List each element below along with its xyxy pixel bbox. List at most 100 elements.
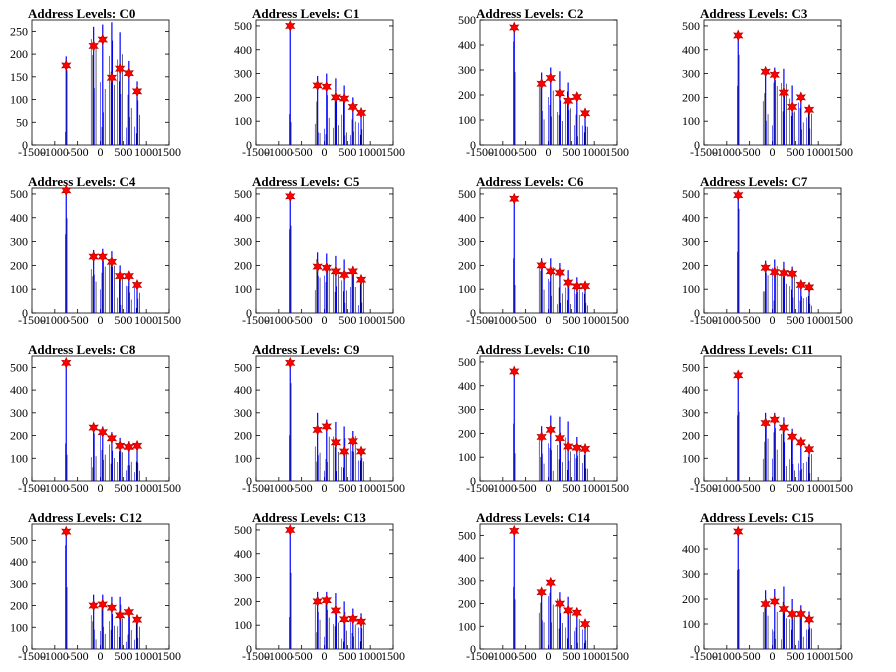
star-icon: [114, 439, 126, 452]
x-tick-label: -1500: [466, 481, 494, 495]
x-tick-label: -500: [67, 145, 89, 159]
x-tick-label: 1500: [829, 481, 853, 495]
x-tick-label: -1000: [489, 481, 517, 495]
y-tick-label: 250: [10, 24, 28, 38]
y-tick-label: 500: [458, 355, 476, 369]
y-tick-label: 200: [458, 426, 476, 440]
x-tick-label: 1000: [358, 313, 382, 327]
star-icon: [285, 524, 296, 536]
y-tick-label: 100: [234, 618, 252, 632]
star-icon: [795, 91, 806, 104]
y-tick-label: 100: [458, 113, 476, 127]
star-icon: [338, 92, 350, 105]
y-tick-label: 400: [682, 211, 700, 225]
star-icon: [61, 356, 72, 369]
bar-group: [737, 195, 812, 313]
x-tick-label: 500: [114, 313, 132, 327]
y-tick-label: 100: [10, 282, 28, 296]
x-tick-label: -1500: [690, 649, 718, 663]
x-tick-label: -1500: [466, 313, 494, 327]
star-icon: [769, 595, 780, 608]
star-icon: [285, 20, 296, 32]
star-icon: [330, 436, 342, 449]
x-tick-label: -1000: [713, 313, 741, 327]
x-tick-label: 0: [770, 649, 776, 663]
star-icon: [88, 421, 99, 434]
star-icon: [579, 107, 591, 120]
x-tick-label: 1000: [134, 145, 158, 159]
star-icon: [571, 280, 582, 293]
y-tick-label: 0: [246, 138, 252, 152]
y-tick-label: 400: [234, 43, 252, 57]
chart-panel: Address Levels: C8 0 100 200 300 400 500 -1500-…: [0, 336, 224, 504]
y-tick-label: 0: [694, 138, 700, 152]
star-icon: [312, 260, 323, 273]
bar-group: [513, 198, 588, 313]
x-tick-label: 500: [338, 313, 356, 327]
bar-group: [737, 531, 812, 649]
y-tick-label: 400: [682, 542, 700, 556]
star-icon: [760, 598, 771, 610]
y-tick-label: 200: [234, 258, 252, 272]
y-tick-label: 200: [234, 429, 252, 443]
chart-title: Address Levels: C1: [252, 6, 359, 21]
x-tick-label: 500: [338, 649, 356, 663]
star-icon: [769, 266, 780, 278]
star-icon: [114, 270, 126, 283]
x-tick-label: 1000: [582, 313, 606, 327]
x-tick-label: 1500: [605, 481, 629, 495]
chart-svg: Address Levels: C30100200300400500-1500-…: [682, 6, 853, 159]
y-tick-label: 500: [458, 528, 476, 542]
star-icon: [123, 270, 134, 283]
x-tick-label: -1500: [690, 145, 718, 159]
x-tick-label: 1000: [134, 481, 158, 495]
star-icon: [803, 281, 815, 294]
star-icon: [321, 80, 332, 93]
x-tick-label: -500: [291, 481, 313, 495]
x-tick-label: 500: [114, 649, 132, 663]
y-tick-label: 200: [682, 592, 700, 606]
x-tick-label: 1500: [381, 313, 405, 327]
star-icon: [347, 435, 358, 448]
star-icon: [106, 432, 118, 445]
star-icon: [545, 265, 556, 278]
y-tick-label: 150: [10, 70, 28, 84]
x-tick-label: -1500: [242, 649, 270, 663]
chart-panel: Address Levels: C14 0 100 200 300 400 500 -1500…: [448, 504, 672, 672]
star-icon: [355, 106, 367, 119]
bar-group: [289, 529, 364, 649]
y-tick-label: 400: [10, 211, 28, 225]
bar-group: [289, 25, 364, 145]
star-icon: [321, 261, 332, 274]
x-tick-label: 500: [562, 145, 580, 159]
y-tick-label: 300: [234, 406, 252, 420]
y-tick-label: 0: [22, 306, 28, 320]
star-icon: [321, 420, 332, 433]
x-tick-label: -1500: [242, 145, 270, 159]
star-icon: [733, 189, 744, 202]
x-tick-label: 1500: [829, 649, 853, 663]
y-tick-label: 100: [10, 93, 28, 107]
star-icon: [786, 267, 798, 280]
star-icon: [795, 278, 806, 291]
y-tick-label: 200: [234, 594, 252, 608]
star-icon: [123, 440, 134, 453]
star-icon: [312, 79, 323, 92]
star-icon: [545, 72, 556, 84]
x-tick-label: -500: [67, 313, 89, 327]
x-tick-label: -500: [515, 649, 537, 663]
y-tick-label: 500: [682, 19, 700, 33]
star-icon: [554, 432, 566, 445]
star-icon: [97, 598, 108, 611]
y-tick-label: 100: [10, 451, 28, 465]
star-icon: [786, 430, 798, 443]
plot-frame: [255, 355, 394, 482]
x-tick-label: -1000: [265, 481, 293, 495]
y-tick-label: 200: [458, 88, 476, 102]
chart-title: Address Levels: C10: [476, 342, 590, 357]
y-tick-label: 300: [458, 63, 476, 77]
star-icon: [733, 369, 744, 382]
y-tick-label: 500: [682, 360, 700, 374]
y-tick-label: 0: [246, 642, 252, 656]
